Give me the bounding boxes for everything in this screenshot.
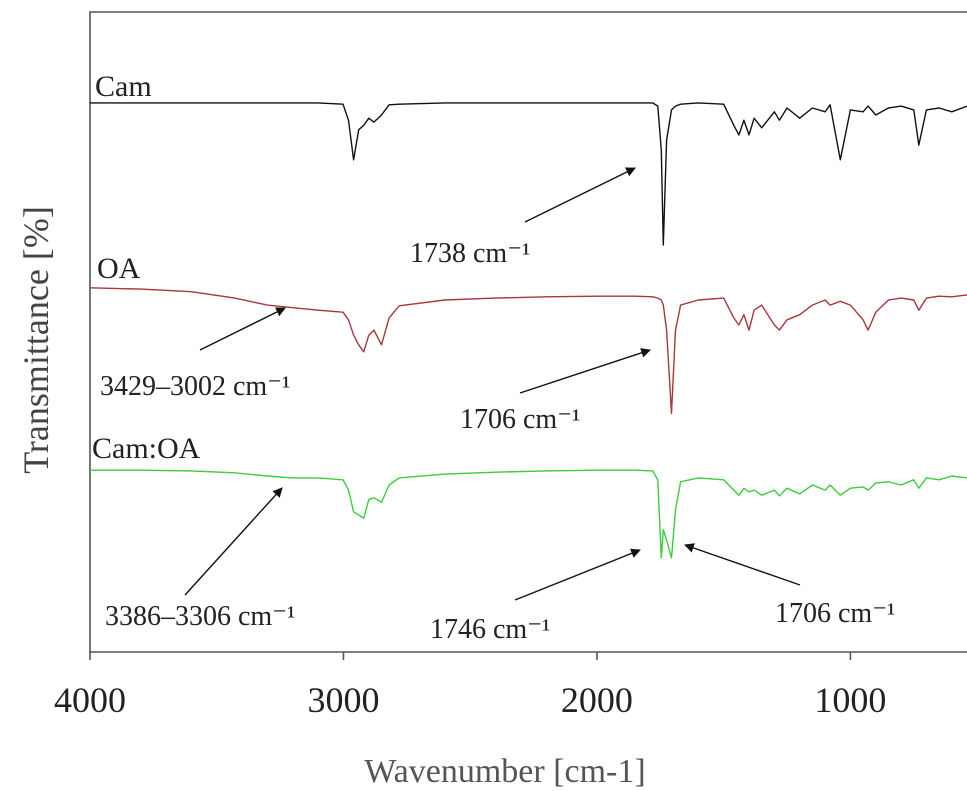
x-tick-label: 1000 [814, 680, 886, 720]
x-tick-label: 3000 [307, 680, 379, 720]
y-axis-label: Transmittance [%] [16, 206, 56, 474]
spectrum-line [90, 469, 967, 559]
series-label: OA [97, 252, 141, 285]
annotation-arrow [524, 167, 636, 223]
annotation: 1706 cm⁻¹ [775, 598, 895, 629]
annotation: 1746 cm⁻¹ [430, 614, 550, 645]
x-tick-label: 2000 [561, 680, 633, 720]
annotation: 3386–3306 cm⁻¹ [105, 601, 295, 632]
annotation-arrow [184, 487, 283, 596]
annotation-arrow [199, 307, 286, 351]
annotation-arrow [684, 543, 801, 586]
annotation-arrow [514, 548, 641, 601]
annotation: 3429–3002 cm⁻¹ [100, 371, 290, 402]
spectrum-line [89, 287, 967, 414]
annotation: 1706 cm⁻¹ [460, 404, 580, 435]
x-tick-label: 4000 [54, 680, 126, 720]
spectrum-line [90, 102, 967, 246]
x-axis-label: Wavenumber [cm-1] [364, 753, 645, 790]
series-label: Cam [95, 70, 152, 103]
series-label: Cam:OA [92, 432, 201, 465]
annotation: 1738 cm⁻¹ [410, 238, 530, 269]
annotation-arrow [519, 348, 651, 394]
plot-frame [89, 11, 967, 653]
